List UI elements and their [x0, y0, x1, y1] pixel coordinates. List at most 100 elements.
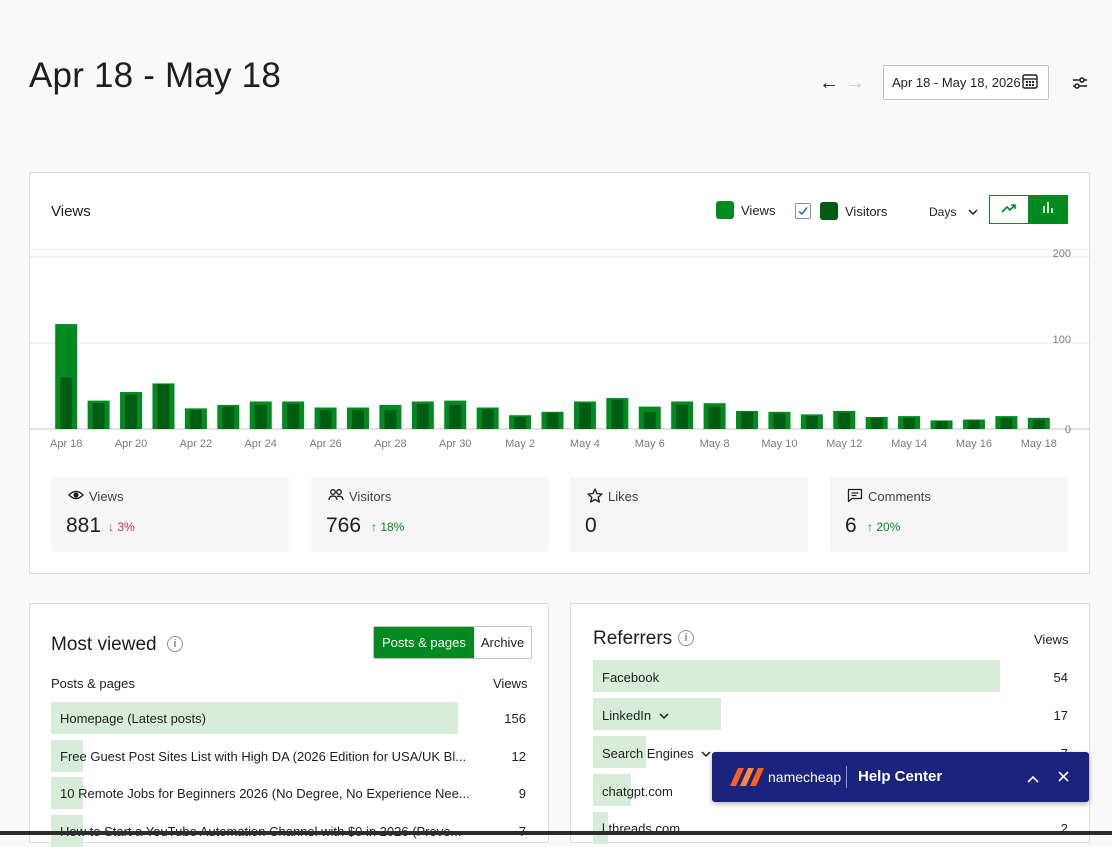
stat-card-visitors[interactable]: Visitors 766 ↑ 18%: [311, 477, 549, 552]
visitors-bar: [546, 412, 559, 429]
referrer-value: 17: [1053, 708, 1068, 723]
referrer-item-facebook[interactable]: Facebook: [602, 670, 660, 685]
close-icon[interactable]: [1058, 769, 1069, 787]
stat-card-views[interactable]: Views 881 ↓ 3%: [51, 477, 289, 552]
list-item[interactable]: Homepage (Latest posts): [60, 711, 206, 726]
bar-chart-icon: [1041, 200, 1055, 219]
list-item[interactable]: Free Guest Post Sites List with High DA …: [60, 749, 467, 764]
visitors-checkbox[interactable]: [795, 203, 811, 219]
referrer-item-chatgpt[interactable]: chatgpt.com: [602, 784, 673, 799]
x-tick-label: Apr 28: [374, 438, 406, 450]
tab-archive[interactable]: Archive: [473, 627, 532, 658]
bar-chart-toggle[interactable]: [1028, 195, 1068, 224]
bottom-edge: [0, 831, 1112, 835]
visitors-bar: [287, 404, 300, 429]
date-range-button[interactable]: Apr 18 - May 18, 2026: [883, 65, 1049, 100]
period-select[interactable]: Days: [929, 205, 978, 219]
visitors-bar: [741, 411, 754, 429]
visitors-bar: [773, 413, 786, 429]
row-bar: [593, 774, 631, 806]
chevron-down-icon: [701, 746, 711, 761]
visitors-bar: [578, 403, 591, 429]
previous-period-arrow-icon[interactable]: ←: [819, 72, 839, 94]
most-viewed-tabs: Posts & pages Archive: [373, 626, 533, 659]
y-tick-label: 100: [1053, 334, 1071, 346]
visitors-bar: [92, 403, 105, 429]
x-tick-label: May 14: [891, 438, 927, 450]
x-tick-label: Apr 22: [180, 438, 212, 450]
x-tick-label: May 12: [826, 438, 862, 450]
visitors-bar: [384, 410, 397, 429]
list-item-value: 156: [504, 711, 526, 726]
line-chart-toggle[interactable]: [989, 195, 1029, 224]
next-period-arrow-icon[interactable]: →: [845, 72, 865, 94]
visitors-legend-label: Visitors: [845, 204, 888, 219]
referrers-card: Referrers i Views Facebook 54 LinkedIn 1…: [570, 603, 1090, 844]
visitors-bar: [60, 377, 73, 429]
toast-brand: namecheap: [768, 769, 842, 785]
visitors-bar: [157, 384, 170, 429]
x-tick-label: Apr 18: [50, 438, 82, 450]
column-header-posts: Posts & pages: [51, 676, 135, 691]
help-center-toast[interactable]: namecheap Help Center: [712, 752, 1089, 802]
visitors-bar: [416, 404, 429, 429]
visitors-bar: [935, 421, 948, 429]
star-icon: [587, 488, 603, 508]
info-icon[interactable]: i: [167, 636, 183, 652]
x-tick-label: Apr 20: [115, 438, 147, 450]
tab-posts-pages[interactable]: Posts & pages: [374, 627, 474, 658]
x-tick-label: May 16: [956, 438, 992, 450]
visitors-legend-swatch: [820, 202, 838, 220]
views-legend-label: Views: [741, 203, 776, 218]
date-range-label: Apr 18 - May 18, 2026: [892, 75, 1021, 90]
visitors-bar: [967, 420, 980, 429]
calendar-icon: [1022, 73, 1038, 92]
referrer-label: Search Engines: [602, 746, 694, 761]
x-tick-label: Apr 30: [439, 438, 471, 450]
views-legend-swatch: [716, 201, 734, 219]
x-tick-label: May 6: [635, 438, 665, 450]
stat-label: Comments: [868, 489, 931, 504]
stat-value: 881: [66, 514, 102, 537]
stat-value: 0: [585, 514, 597, 537]
column-header-views: Views: [493, 676, 528, 691]
views-bar-chart: 200 100 0 Apr 18 Apr 20 Apr 22 Apr 24 Apr 26 Apr…: [30, 249, 1089, 450]
most-viewed-title: Most viewed: [51, 634, 157, 655]
referrer-item-search-engines[interactable]: Search Engines: [602, 746, 711, 761]
stat-label: Views: [89, 489, 124, 504]
referrers-title: Referrers: [593, 628, 673, 649]
list-item[interactable]: 10 Remote Jobs for Beginners 2026 (No De…: [60, 786, 470, 801]
x-tick-label: May 4: [570, 438, 600, 450]
stat-card-comments[interactable]: Comments 6 ↑ 20%: [830, 477, 1068, 552]
eye-icon: [68, 488, 84, 507]
stat-delta: ↑ 18%: [371, 520, 405, 534]
stat-value: 766: [326, 514, 362, 537]
visitors-bar: [319, 410, 332, 429]
visitors-bar: [676, 404, 689, 429]
visitors-bar: [708, 406, 721, 429]
period-label: Days: [929, 205, 957, 219]
list-item-value: 12: [511, 749, 526, 764]
y-tick-label: 0: [1065, 424, 1071, 436]
people-icon: [328, 488, 344, 507]
sliders-icon[interactable]: [1071, 75, 1089, 96]
row-bar: [593, 698, 721, 730]
visitors-bar: [351, 410, 364, 429]
referrer-label: LinkedIn: [602, 708, 652, 723]
chevron-up-icon[interactable]: [1027, 770, 1039, 788]
x-tick-label: Apr 24: [245, 438, 277, 450]
stat-label: Likes: [608, 489, 639, 504]
row-bar: [593, 660, 1000, 692]
visitors-bar: [805, 416, 818, 429]
visitors-bar: [643, 411, 656, 429]
x-tick-label: Apr 26: [309, 438, 341, 450]
chevron-down-icon: [659, 708, 669, 723]
stat-card-likes[interactable]: Likes 0: [570, 477, 808, 552]
visitors-bar: [189, 410, 202, 429]
info-icon[interactable]: i: [678, 630, 694, 646]
row-bar: [51, 777, 83, 809]
visitors-bar: [125, 394, 138, 429]
visitors-bar: [838, 412, 851, 429]
stat-label: Visitors: [349, 489, 392, 504]
referrer-item-linkedin[interactable]: LinkedIn: [602, 708, 669, 723]
